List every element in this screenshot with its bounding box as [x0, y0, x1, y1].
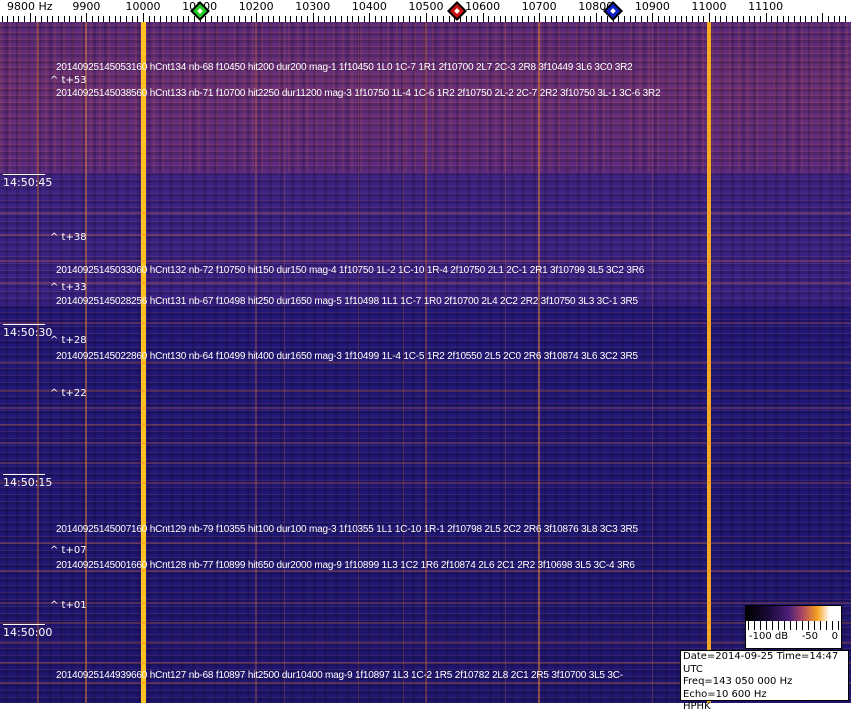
noise-line: [0, 282, 851, 284]
info-date-time: Date=2014-09-25 Time=14:47 UTC: [683, 651, 848, 676]
frequency-label: 10000: [126, 0, 161, 13]
time-offset-mark: ^ t+28: [50, 335, 87, 347]
axis-tick: [652, 13, 653, 22]
axis-tick: [30, 13, 31, 22]
noise-line: [0, 212, 851, 214]
detection-line: 20140925145028256 hCnt131 nb-67 f10498 h…: [56, 296, 638, 308]
detection-line: 20140925144939660 hCnt127 nb-68 f10897 h…: [56, 670, 674, 682]
info-box: Date=2014-09-25 Time=14:47 UTC Freq=143 …: [680, 650, 849, 701]
colorbar: -100 dB -50 0: [745, 605, 842, 649]
colorbar-max-label: 0: [832, 631, 838, 642]
frequency-label: 10700: [522, 0, 557, 13]
noise-line: [0, 622, 851, 624]
detection-line: 20140925145033060 hCnt132 nb-72 f10750 h…: [56, 265, 644, 277]
axis-tick: [143, 13, 144, 22]
axis-tick: [822, 13, 823, 22]
colorbar-mid-label: -50: [802, 631, 818, 642]
noise-line: [0, 602, 851, 604]
frequency-label: 11100: [748, 0, 783, 13]
detection-line: 20140925145053160 hCnt134 nb-68 f10450 h…: [56, 62, 632, 74]
noise-line: [0, 234, 851, 236]
time-label: 14:50:45: [3, 174, 45, 189]
noise-line: [0, 260, 851, 262]
time-offset-mark: ^ t+33: [50, 282, 87, 294]
frequency-label: 10900: [635, 0, 670, 13]
axis-tick: [369, 13, 370, 22]
noise-line: [0, 322, 851, 324]
axis-tick: [483, 13, 484, 22]
time-offset-mark: ^ t+07: [50, 545, 87, 557]
frequency-label: 9900: [72, 0, 100, 13]
colorbar-gradient: [746, 606, 841, 621]
axis-tick: [709, 13, 710, 22]
time-label: 14:50:15: [3, 474, 45, 489]
frequency-label: 9800 Hz: [7, 0, 53, 13]
frequency-axis: 9800 Hz990010000101001020010300104001050…: [0, 0, 851, 22]
axis-tick: [766, 13, 767, 22]
axis-tick: [256, 13, 257, 22]
red-frequency-marker[interactable]: [447, 1, 467, 21]
time-label: 14:50:30: [3, 324, 45, 339]
colorbar-min-label: -100 dB: [749, 631, 788, 642]
axis-tick: [313, 13, 314, 22]
noise-line: [0, 482, 851, 484]
detection-line: 20140925145001660 hCnt128 nb-77 f10899 h…: [56, 560, 635, 572]
frequency-label: 10600: [465, 0, 500, 13]
frequency-label: 10500: [409, 0, 444, 13]
detection-line: 20140925145022860 hCnt130 nb-64 f10499 h…: [56, 351, 638, 363]
axis-tick: [426, 13, 427, 22]
frequency-label: 11000: [692, 0, 727, 13]
spectrogram: 14:50:45 14:50:30 14:50:15 14:50:00 ^ t+…: [0, 22, 851, 703]
detection-line: 20140925145038560 hCnt133 nb-71 f10700 h…: [56, 88, 660, 100]
noise-line: [0, 407, 851, 409]
axis-tick: [86, 13, 87, 22]
info-freq: Freq=143 050 000 Hz: [683, 676, 848, 689]
axis-tick: [596, 13, 597, 22]
noise-line: [0, 542, 851, 544]
noise-line: [0, 642, 851, 644]
time-offset-mark: ^ t+53: [50, 75, 87, 87]
frequency-label: 10300: [295, 0, 330, 13]
noise-line: [0, 462, 851, 464]
time-label: 14:50:00: [3, 624, 45, 639]
frequency-label: 10400: [352, 0, 387, 13]
axis-tick: [539, 13, 540, 22]
noise-line: [0, 442, 851, 444]
detection-line: 20140925145007160 hCnt129 nb-79 f10355 h…: [56, 524, 638, 536]
info-echo: Echo=10 600 Hz: [683, 689, 848, 702]
noise-line: [0, 424, 851, 426]
time-offset-mark: ^ t+22: [50, 388, 87, 400]
time-offset-mark: ^ t+38: [50, 232, 87, 244]
frequency-label: 10200: [239, 0, 274, 13]
noise-line: [0, 390, 851, 392]
colorbar-ticks: [748, 621, 839, 630]
time-offset-mark: ^ t+01: [50, 600, 87, 612]
